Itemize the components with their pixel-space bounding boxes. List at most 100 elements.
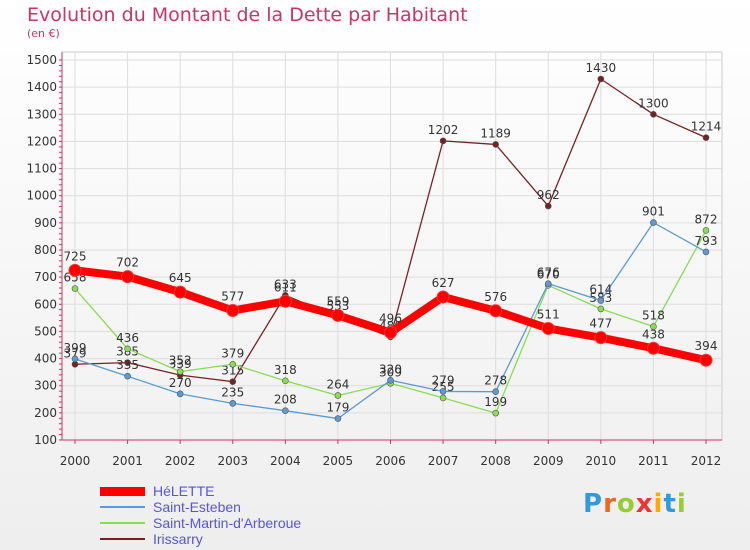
data-point bbox=[334, 415, 342, 422]
legend-label: Irissarry bbox=[153, 531, 203, 547]
chart-unit-label: (en €) bbox=[27, 27, 60, 40]
data-point bbox=[331, 308, 345, 322]
data-label: 725 bbox=[64, 249, 87, 263]
legend-label: Saint-Martin-d'Arberoue bbox=[153, 515, 302, 531]
data-point bbox=[597, 75, 605, 83]
data-label: 518 bbox=[642, 309, 665, 323]
data-point bbox=[334, 392, 342, 399]
data-label: 702 bbox=[116, 256, 139, 270]
data-point bbox=[229, 360, 237, 368]
x-tick-label: 2001 bbox=[112, 454, 143, 468]
data-label: 614 bbox=[589, 282, 612, 296]
x-tick-label: 2009 bbox=[533, 454, 564, 468]
data-label: 264 bbox=[326, 377, 349, 391]
legend-swatch bbox=[100, 522, 145, 524]
data-point bbox=[489, 304, 503, 318]
legend-swatch bbox=[100, 506, 145, 508]
data-point bbox=[439, 388, 447, 395]
y-tick-label: 400 bbox=[34, 352, 57, 366]
data-label: 320 bbox=[379, 362, 402, 376]
data-label: 559 bbox=[326, 294, 349, 308]
legend-label: HéLETTE bbox=[153, 483, 215, 499]
data-point bbox=[544, 280, 552, 287]
x-tick-label: 2010 bbox=[586, 454, 617, 468]
data-label: 309 bbox=[379, 365, 402, 379]
legend-item: Saint-Esteben bbox=[100, 499, 301, 515]
y-tick-label: 500 bbox=[34, 324, 57, 338]
data-label: 670 bbox=[537, 267, 560, 281]
data-point bbox=[229, 378, 237, 385]
y-tick-label: 100 bbox=[34, 433, 57, 447]
data-point bbox=[699, 353, 713, 367]
data-label: 611 bbox=[274, 280, 297, 294]
data-label: 270 bbox=[169, 376, 192, 390]
data-point bbox=[439, 394, 447, 402]
data-point bbox=[702, 227, 710, 234]
data-label: 339 bbox=[169, 357, 192, 371]
data-point bbox=[226, 304, 240, 318]
data-point bbox=[439, 137, 447, 145]
data-label: 901 bbox=[642, 205, 665, 219]
x-tick-label: 2012 bbox=[691, 454, 722, 468]
data-label: 793 bbox=[695, 234, 718, 248]
data-point bbox=[124, 345, 131, 353]
data-label: 318 bbox=[274, 363, 297, 377]
legend-item: HéLETTE bbox=[100, 483, 301, 499]
data-label: 399 bbox=[64, 341, 87, 355]
data-point bbox=[492, 409, 499, 417]
x-tick-label: 2006 bbox=[375, 454, 406, 468]
data-point bbox=[597, 305, 605, 313]
data-label: 438 bbox=[642, 327, 665, 341]
data-label: 1202 bbox=[428, 123, 459, 137]
data-label: 511 bbox=[537, 307, 560, 321]
data-point bbox=[650, 323, 657, 330]
data-label: 208 bbox=[274, 393, 297, 407]
data-point bbox=[124, 372, 131, 380]
data-label: 676 bbox=[537, 266, 560, 280]
data-point bbox=[173, 285, 187, 299]
y-tick-label: 800 bbox=[34, 243, 57, 257]
data-point bbox=[229, 400, 237, 407]
data-point bbox=[176, 390, 184, 398]
data-point bbox=[176, 368, 184, 375]
data-label: 379 bbox=[221, 346, 244, 360]
y-tick-label: 1500 bbox=[26, 53, 57, 67]
data-label: 352 bbox=[169, 354, 192, 368]
data-label: 235 bbox=[221, 385, 244, 399]
chart-legend: HéLETTE Saint-Esteben Saint-Martin-d'Arber… bbox=[100, 483, 301, 547]
data-label: 577 bbox=[221, 290, 244, 304]
y-tick-label: 1000 bbox=[26, 189, 57, 203]
data-label: 477 bbox=[589, 317, 612, 331]
x-tick-label: 2007 bbox=[428, 454, 459, 468]
data-label: 645 bbox=[169, 271, 192, 285]
data-label: 962 bbox=[537, 188, 560, 202]
legend-swatch bbox=[100, 538, 145, 540]
x-tick-label: 2011 bbox=[638, 454, 669, 468]
data-point bbox=[436, 290, 450, 304]
data-point bbox=[594, 331, 608, 345]
data-point bbox=[650, 110, 657, 118]
y-tick-label: 1100 bbox=[26, 162, 57, 176]
x-tick-label: 2004 bbox=[270, 454, 301, 468]
data-point bbox=[492, 388, 499, 395]
legend-label: Saint-Esteben bbox=[153, 499, 241, 515]
data-point bbox=[282, 377, 289, 385]
data-label: 1430 bbox=[586, 61, 617, 75]
data-point bbox=[541, 321, 555, 335]
data-label: 1300 bbox=[638, 96, 669, 110]
data-point bbox=[384, 326, 397, 340]
chart-title: Evolution du Montant de la Dette par Hab… bbox=[27, 4, 468, 26]
data-point bbox=[544, 202, 552, 210]
x-tick-label: 2000 bbox=[60, 454, 91, 468]
data-label: 394 bbox=[695, 339, 718, 353]
data-label: 872 bbox=[695, 212, 718, 226]
data-point bbox=[68, 263, 82, 277]
data-label: 278 bbox=[484, 374, 507, 388]
data-point bbox=[646, 341, 660, 355]
data-label: 627 bbox=[432, 276, 455, 290]
data-point bbox=[492, 141, 499, 148]
data-label: 553 bbox=[326, 299, 349, 313]
x-tick-label: 2003 bbox=[217, 454, 248, 468]
data-label: 576 bbox=[484, 290, 507, 304]
legend-item: Saint-Martin-d'Arberoue bbox=[100, 515, 301, 531]
